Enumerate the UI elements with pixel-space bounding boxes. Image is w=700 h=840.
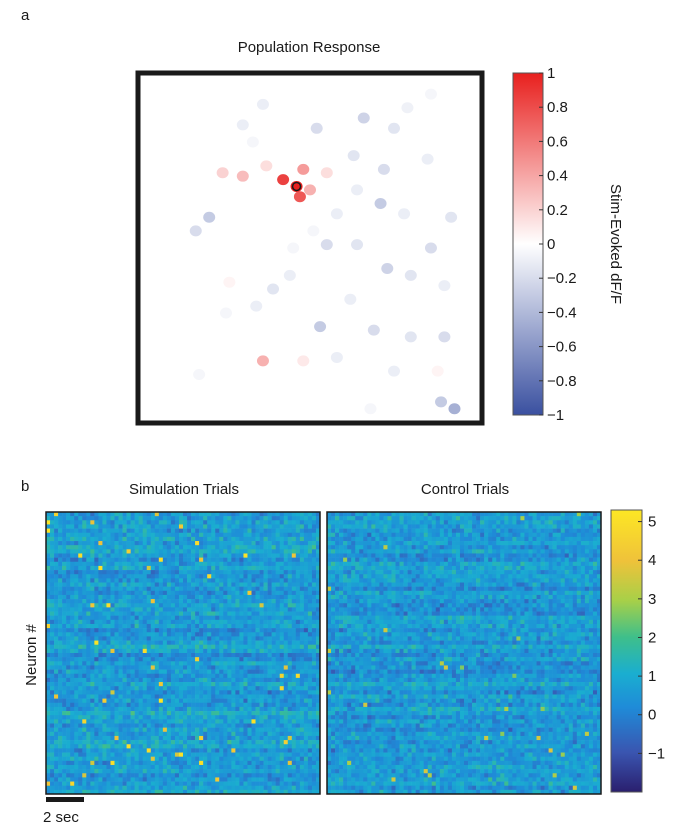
neuron-map [135, 70, 485, 426]
map-frame [135, 70, 485, 426]
neuron-roi [256, 355, 269, 367]
neuron-roi [344, 293, 357, 305]
scale-bar-line [46, 797, 84, 802]
neuron-roi [293, 191, 306, 203]
neuron-roi [445, 211, 458, 223]
neuron-roi [287, 242, 300, 254]
neuron-roi [260, 160, 273, 172]
heatmap-control-frame [326, 511, 602, 795]
colorbar-b-tick-label: 2 [648, 629, 656, 646]
colorbar-b-tick-label: 0 [648, 707, 656, 724]
colorbar-a-tick-label: 0 [547, 236, 555, 253]
neuron-roi [203, 211, 216, 223]
neuron-roi [404, 269, 417, 281]
colorbar-a: 1 0.8 0.6 0.4 0.2 0 −0.2 −0.4 −0.6 −0.8 −1 Stim-Ev… [512, 65, 624, 424]
colorbar-a-tick-label: 0.4 [547, 168, 568, 185]
neuron-roi [330, 351, 343, 363]
neuron-roi [401, 102, 414, 114]
neuron-roi [314, 321, 327, 333]
neuron-roi [320, 167, 333, 179]
neuron-roi [424, 242, 437, 254]
neuron-roi [220, 307, 232, 319]
neuron-roi [424, 88, 437, 100]
target-neuron-marker [291, 181, 302, 192]
neuron-roi [246, 136, 259, 148]
panel-label-a: a [21, 7, 30, 24]
neuron-roi [435, 396, 448, 408]
neuron-roi [374, 198, 387, 210]
colorbar-a-tick-label: −0.8 [547, 373, 577, 390]
heatmap-simulation-frame [45, 511, 321, 795]
neuron-roi [351, 184, 364, 196]
neuron-roi [330, 208, 343, 220]
neuron-roi [347, 150, 360, 162]
colorbar-a-tick-label: −0.6 [547, 339, 577, 356]
neuron-roi [216, 167, 229, 179]
colorbar-a-tick-label: 1 [547, 65, 555, 82]
colorbar-b-tick-label: −1 [648, 745, 665, 762]
heatmap-control [326, 511, 602, 795]
neuron-roi [398, 208, 411, 220]
neuron-roi [377, 163, 390, 175]
neuron-roi [236, 170, 249, 182]
colorbar-b-tick-label: 4 [648, 552, 656, 569]
neuron-roi [256, 98, 269, 110]
neuron-roi [189, 225, 202, 237]
neuron-roi [421, 153, 434, 165]
colorbar-b-tick-label: 1 [648, 668, 656, 685]
neuron-roi [297, 355, 310, 367]
neuron-roi [223, 276, 236, 288]
colorbar-a-tick-label: −0.2 [547, 270, 577, 287]
neuron-roi [448, 403, 461, 415]
neuron-roi [438, 280, 451, 292]
neuron-roi [438, 331, 451, 343]
neuron-roi [388, 122, 400, 134]
colorbar-a-gradient [512, 72, 544, 416]
chart-title: Population Response [238, 39, 381, 56]
neuron-roi [404, 331, 417, 343]
colorbar-b-tick-label: 3 [648, 591, 656, 608]
scale-bar: 2 sec [43, 797, 84, 826]
colorbar-b-tick-label: 5 [648, 514, 656, 531]
neuron-roi [320, 239, 333, 251]
colorbar-a-tick-label: −0.4 [547, 304, 577, 321]
neuron-roi [283, 269, 296, 281]
neuron-roi [431, 365, 444, 377]
neuron-roi [304, 184, 316, 196]
neuron-roi [388, 365, 400, 377]
colorbar-a-tick-label: 0.8 [547, 99, 568, 116]
map-background [138, 73, 482, 423]
neuron-roi [297, 163, 310, 175]
neuron-roi [236, 119, 249, 131]
neuron-roi [250, 300, 263, 312]
neuron-roi [267, 283, 280, 295]
neuron-roi [381, 263, 394, 275]
neuron-roi [307, 225, 320, 237]
neuron-roi [364, 403, 377, 415]
panel-title-simulation: Simulation Trials [129, 481, 239, 498]
neuron-roi [351, 239, 364, 251]
colorbar-a-tick-label: −1 [547, 407, 564, 424]
neuron-roi [367, 324, 380, 336]
colorbar-b: 5 4 3 2 1 0 −1 [610, 509, 665, 793]
neuron-roi [193, 369, 206, 381]
colorbar-a-tick-label: 0.6 [547, 133, 568, 150]
neuron-roi [357, 112, 370, 124]
panel-label-b: b [21, 478, 29, 495]
panel-title-control: Control Trials [421, 481, 509, 498]
colorbar-a-tick-label: 0.2 [547, 202, 568, 219]
neuron-roi [310, 122, 323, 134]
colorbar-a-label: Stim-Evoked dF/F [607, 184, 624, 304]
heatmap-simulation [45, 511, 321, 795]
y-axis-label: Neuron # [23, 623, 40, 685]
neuron-roi [277, 174, 290, 186]
colorbar-b-gradient [610, 509, 643, 793]
scale-bar-label: 2 sec [43, 809, 79, 826]
